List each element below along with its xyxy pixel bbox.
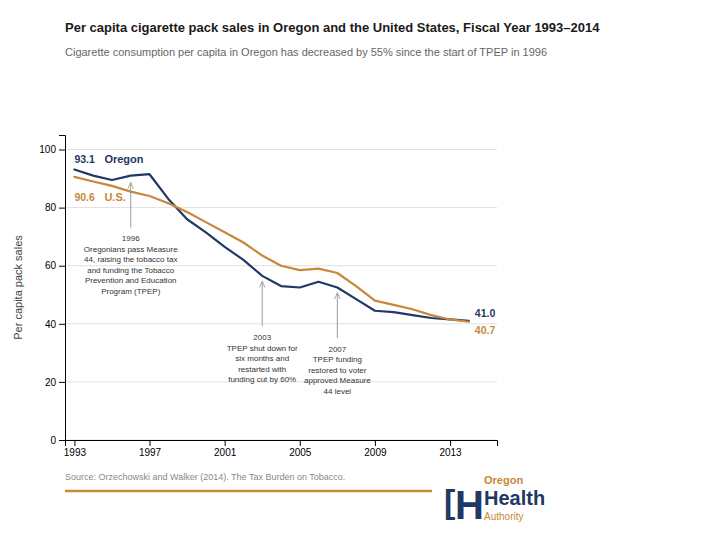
y-tick: 20 — [45, 377, 65, 388]
x-tick: 1997 — [139, 440, 162, 458]
annotation-line: 1996 — [122, 234, 140, 243]
logo-text: Oregon — [484, 474, 523, 486]
x-tick-label: 2009 — [364, 447, 387, 458]
annotation-line: Program (TPEP) — [101, 287, 160, 296]
annotation-line: TPEP shut down for — [227, 344, 298, 353]
y-tick-mark — [59, 150, 65, 151]
grid — [65, 150, 497, 440]
annotation-line: Prevention and Education — [85, 276, 177, 285]
annotation-text: 1996 Oregonians pass Measure44, raising t… — [84, 234, 178, 296]
y-tick: 40 — [45, 319, 65, 330]
x-tick: 2013 — [439, 440, 462, 458]
annotation-line: six months and — [235, 354, 289, 363]
x-tick-label: 2001 — [214, 447, 237, 458]
annotation-arrow — [130, 182, 131, 227]
y-tick: 0 — [50, 435, 65, 446]
annotation-arrow — [262, 281, 263, 326]
footer-rule — [65, 490, 432, 493]
y-axis-line — [59, 136, 66, 441]
chart: Per capita cigarette pack sales in Orego… — [0, 0, 720, 540]
y-axis-title: Per capita pack sales — [12, 235, 24, 340]
x-tick-mark — [74, 440, 75, 446]
x-tick: 2005 — [289, 440, 312, 458]
value-label: 41.0 — [475, 307, 496, 319]
series-line — [74, 170, 468, 321]
grid-line — [65, 323, 497, 324]
x-axis: 1993 1997 2001 2005 2009 2013 — [64, 440, 498, 458]
x-tick-mark — [300, 440, 301, 446]
series-label: Oregon — [104, 153, 143, 165]
annotation-line: and funding the Tobacco — [87, 266, 175, 275]
annotation-line: 2007 — [328, 345, 346, 354]
annotation-line: TPEP funding — [313, 355, 362, 364]
annotation-line: 44, raising the tobacco tax — [84, 255, 177, 264]
x-tick-mark — [450, 440, 451, 446]
x-tick-mark — [375, 440, 376, 446]
y-tick-label: 100 — [39, 144, 56, 155]
x-tick-mark — [150, 440, 151, 446]
x-tick-label: 1997 — [139, 447, 162, 458]
y-tick-label: 60 — [45, 260, 57, 271]
annotation-text: 2007TPEP funding restored to voterapprove… — [304, 345, 371, 396]
logo-text: Authority — [484, 511, 523, 522]
annotation-line: 2003 — [253, 333, 271, 342]
source: Source: Orzechowski and Walker (2014). T… — [65, 472, 345, 482]
x-tick: 2009 — [364, 440, 387, 458]
y-tick: 60 — [45, 260, 65, 271]
value-label: 40.7 — [475, 324, 496, 336]
x-tick: 1993 — [64, 440, 87, 458]
y-tick: 100 — [39, 144, 65, 155]
value-label: 90.6 — [74, 191, 95, 203]
grid-line — [65, 149, 497, 150]
x-tick-mark — [225, 440, 226, 446]
annotations: 1996 Oregonians pass Measure44, raising t… — [84, 182, 371, 395]
x-tick-label: 1993 — [64, 447, 87, 458]
logo: [HOregonHealth Authority — [444, 474, 545, 527]
logo-text: H — [455, 483, 484, 527]
line-labels: 93.1 Oregon 41.0 90.6 U.S. 40.7 — [74, 153, 495, 336]
series-line — [74, 177, 468, 322]
annotation-line: funding cut by 60% — [228, 375, 296, 384]
grid-line — [65, 207, 497, 208]
annotation-line: Oregonians pass Measure — [84, 245, 178, 254]
y-tick-label: 40 — [45, 319, 57, 330]
x-axis-line — [66, 441, 498, 447]
y-tick-mark — [59, 440, 65, 441]
y-tick-label: 20 — [45, 377, 57, 388]
y-tick: 80 — [45, 202, 65, 213]
annotation-line: approved Measure — [304, 376, 371, 385]
annotation-line: restarted with — [238, 365, 286, 374]
x-tick-label: 2005 — [289, 447, 312, 458]
y-tick-label: 80 — [45, 202, 57, 213]
annotation-arrow — [337, 293, 338, 338]
series-label: U.S. — [104, 191, 125, 203]
x-tick: 2001 — [214, 440, 237, 458]
x-tick-label: 2013 — [439, 447, 462, 458]
annotation-line: 44 level — [324, 387, 352, 396]
y-tick-label: 0 — [50, 435, 56, 446]
y-axis: 0 20 40 60 80 100 — [39, 136, 65, 446]
subtitle: Cigarette consumption per capita in Oreg… — [65, 46, 547, 58]
plot-area — [74, 170, 468, 322]
annotation-line: restored to voter — [308, 366, 367, 375]
logo-text: Health — [484, 487, 545, 509]
y-tick-mark — [59, 208, 65, 209]
value-label: 93.1 — [74, 153, 95, 165]
annotation-text: 2003 TPEP shut down forsix months and rest… — [227, 333, 298, 384]
y-tick-mark — [59, 382, 65, 383]
title: Per capita cigarette pack sales in Orego… — [65, 20, 600, 35]
logo-text: [ — [444, 482, 455, 520]
y-tick-mark — [59, 266, 65, 267]
y-tick-mark — [59, 324, 65, 325]
